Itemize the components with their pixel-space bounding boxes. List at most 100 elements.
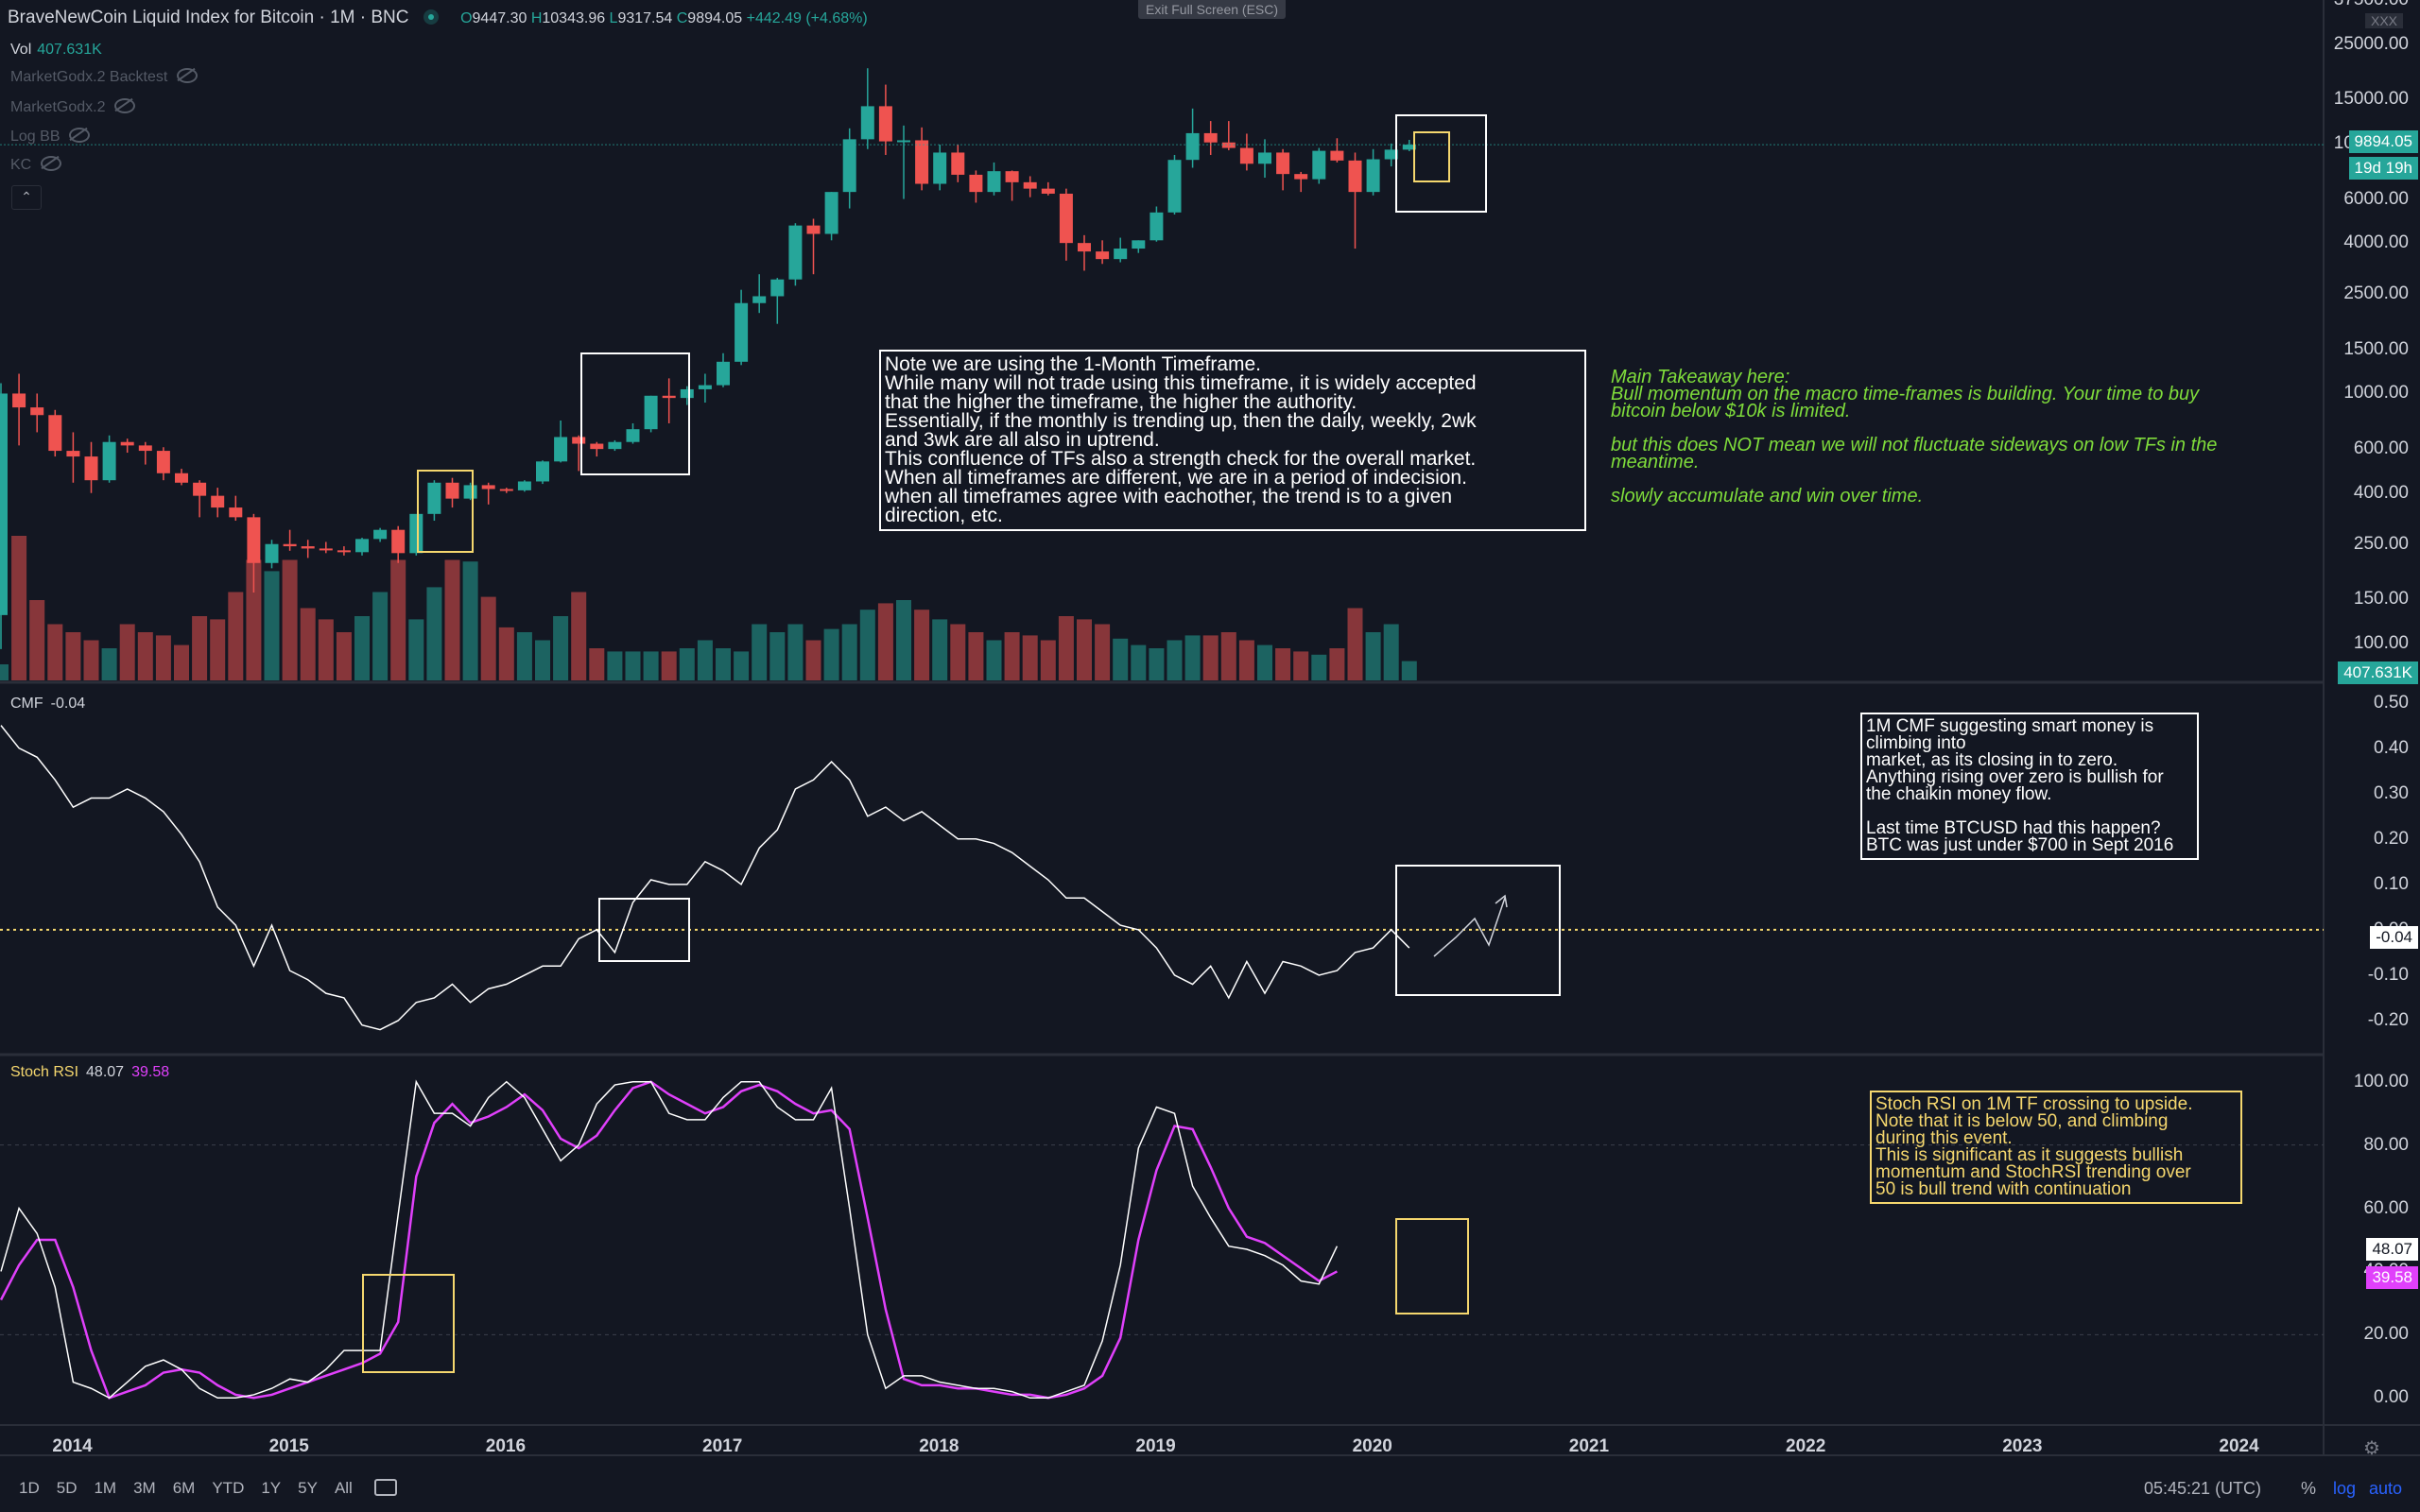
candle-body — [590, 443, 604, 450]
indicator-legend-0[interactable]: MarketGodx.2 Backtest — [10, 68, 199, 86]
volume-bar — [336, 632, 352, 680]
volume-legend[interactable]: Vol 407.631K — [10, 42, 102, 59]
stoch-tick-label: 100.00 — [2353, 1071, 2409, 1091]
range-1d[interactable]: 1D — [19, 1479, 40, 1497]
cmf-projection-line — [1433, 897, 1506, 957]
volume-bar — [47, 624, 63, 680]
collapse-legend-button[interactable]: ⌃ — [11, 185, 42, 210]
symbol-title[interactable]: BraveNewCoin Liquid Index for Bitcoin · … — [8, 8, 409, 27]
current-candle-box — [1413, 131, 1450, 182]
candle-body — [30, 407, 44, 416]
volume-bar — [968, 632, 984, 680]
candle-body — [897, 140, 910, 143]
cmf-note[interactable]: 1M CMF suggesting smart money is climbin… — [1860, 713, 2199, 860]
exit-fullscreen-button[interactable]: Exit Full Screen (ESC) — [1138, 0, 1287, 19]
range-6m[interactable]: 6M — [172, 1479, 196, 1497]
volume-bar — [679, 648, 695, 680]
candle-body — [1239, 147, 1253, 164]
volume-bar — [65, 632, 81, 680]
cmf-tick-label: -0.10 — [2367, 964, 2409, 985]
cmf-current-tag: -0.04 — [2370, 926, 2418, 949]
volume-label: Vol — [10, 42, 32, 58]
candle-body — [698, 385, 712, 389]
candle-body — [1366, 159, 1380, 193]
stoch-legend[interactable]: Stoch RSI 48.07 39.58 — [10, 1064, 169, 1081]
price-tick-label: 25000.00 — [2333, 33, 2409, 54]
indicator-legend-2[interactable]: Log BB — [10, 128, 91, 146]
time-tick-label: 2017 — [702, 1436, 743, 1456]
auto-toggle[interactable]: auto — [2369, 1479, 2403, 1498]
cmf-legend[interactable]: CMF -0.04 — [10, 696, 85, 713]
timeframe-note[interactable]: Note we are using the 1-Month Timeframe.… — [879, 350, 1586, 531]
takeaway-note[interactable]: Main Takeaway here: Bull momentum on the… — [1611, 367, 2218, 507]
hidden-eye-icon[interactable] — [69, 128, 91, 143]
volume-bar — [516, 632, 532, 680]
price-tick-label: 2500.00 — [2343, 284, 2409, 304]
candle-body — [842, 139, 856, 193]
time-tick-label: 2019 — [1135, 1436, 1176, 1456]
volume-bar — [101, 648, 117, 680]
volume-bar — [896, 600, 911, 680]
goto-date-icon[interactable] — [373, 1479, 397, 1496]
hidden-eye-icon[interactable] — [114, 98, 136, 113]
range-5y[interactable]: 5Y — [298, 1479, 318, 1497]
candle-body — [319, 548, 333, 551]
candle-body — [915, 140, 929, 184]
volume-bar — [372, 592, 389, 680]
volume-bar — [571, 592, 587, 680]
candle-body — [301, 546, 315, 549]
range-5d[interactable]: 5D — [56, 1479, 78, 1497]
time-tick-label: 2018 — [919, 1436, 959, 1456]
candle-body — [1258, 152, 1271, 164]
percent-toggle[interactable]: % — [2301, 1479, 2317, 1498]
candle-body — [499, 489, 513, 491]
volume-bar — [1329, 648, 1345, 680]
range-3m[interactable]: 3M — [133, 1479, 156, 1497]
settings-gear-icon[interactable]: ⚙ — [2363, 1438, 2380, 1459]
volume-bar — [877, 603, 893, 680]
volume-bar — [625, 651, 641, 680]
candle-body — [193, 482, 207, 496]
candle-body — [66, 451, 80, 457]
volume-bar — [1401, 661, 1417, 680]
candle-body — [788, 225, 803, 280]
candle-body — [337, 550, 351, 553]
volume-bar — [841, 624, 857, 680]
range-selector[interactable]: 1D 5D 1M 3M 6M YTD 1Y 5Y All — [19, 1479, 397, 1498]
candle-body — [1402, 145, 1416, 150]
price-tick-label: 100.00 — [2353, 633, 2409, 654]
volume-bar — [805, 640, 821, 680]
volume-bar — [1095, 624, 1111, 680]
time-tick-label: 2023 — [2002, 1436, 2043, 1456]
range-1y[interactable]: 1Y — [261, 1479, 282, 1497]
symbol-header[interactable]: BraveNewCoin Liquid Index for Bitcoin · … — [8, 8, 868, 28]
indicator-legend-1[interactable]: MarketGodx.2 — [10, 98, 136, 116]
candle-body — [283, 543, 297, 547]
indicator-legend-3[interactable]: KC — [10, 156, 62, 174]
volume-bar — [1113, 638, 1129, 680]
time-tick-label: 2015 — [268, 1436, 309, 1456]
utc-clock[interactable]: 05:45:21 (UTC) — [2144, 1479, 2262, 1498]
volume-bar — [1184, 635, 1201, 680]
candle-body — [409, 513, 424, 554]
cmf-box-current — [1395, 865, 1561, 996]
volume-bar — [282, 559, 298, 680]
volume-bar — [119, 624, 135, 680]
range-1m[interactable]: 1M — [94, 1479, 117, 1497]
hidden-eye-icon[interactable] — [177, 68, 199, 83]
volume-bar — [589, 648, 605, 680]
volume-bar — [480, 596, 496, 680]
indicator-name: Log BB — [10, 129, 60, 145]
stoch-note[interactable]: Stoch RSI on 1M TF crossing to upside. N… — [1870, 1091, 2242, 1204]
candle-body — [445, 482, 459, 499]
volume-bar — [1383, 624, 1399, 680]
volume-bar — [83, 640, 99, 680]
range-all[interactable]: All — [334, 1479, 353, 1497]
stoch-k-value: 48.07 — [86, 1064, 125, 1080]
candle-body — [878, 106, 892, 142]
range-ytd[interactable]: YTD — [212, 1479, 245, 1497]
hidden-eye-icon[interactable] — [41, 156, 62, 171]
candle-body — [211, 495, 225, 508]
log-toggle[interactable]: log — [2333, 1479, 2357, 1498]
